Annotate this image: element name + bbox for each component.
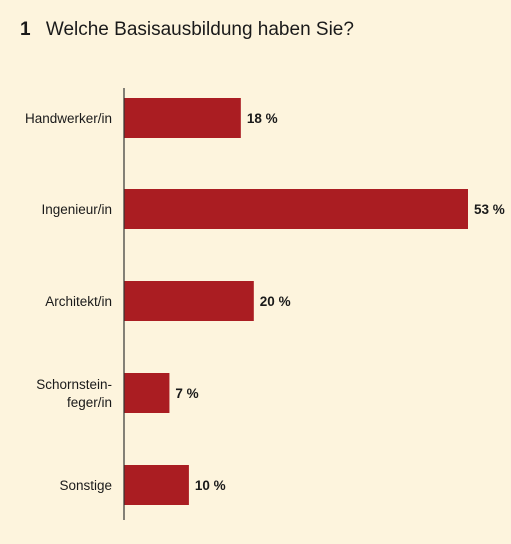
- bar: [124, 189, 468, 229]
- category-label: Ingenieur/in: [41, 202, 112, 217]
- bar: [124, 98, 241, 138]
- value-label: 7 %: [175, 386, 198, 401]
- value-label: 10 %: [195, 478, 226, 493]
- chart-title: Welche Basisausbildung haben Sie?: [45, 19, 354, 40]
- category-label: feger/in: [67, 395, 112, 410]
- value-label: 53 %: [474, 202, 505, 217]
- category-label: Sonstige: [59, 478, 112, 493]
- chart-heading: 1 Welche Basisausbildung haben Sie?: [20, 19, 354, 41]
- value-label: 20 %: [260, 294, 291, 309]
- value-label: 18 %: [247, 111, 278, 126]
- bar: [124, 465, 189, 505]
- category-label: Handwerker/in: [25, 111, 112, 126]
- category-label: Architekt/in: [45, 294, 112, 309]
- question-number: 1: [20, 19, 31, 40]
- bar: [124, 373, 170, 413]
- bar: [124, 281, 254, 321]
- category-label: Schornstein-: [36, 377, 112, 392]
